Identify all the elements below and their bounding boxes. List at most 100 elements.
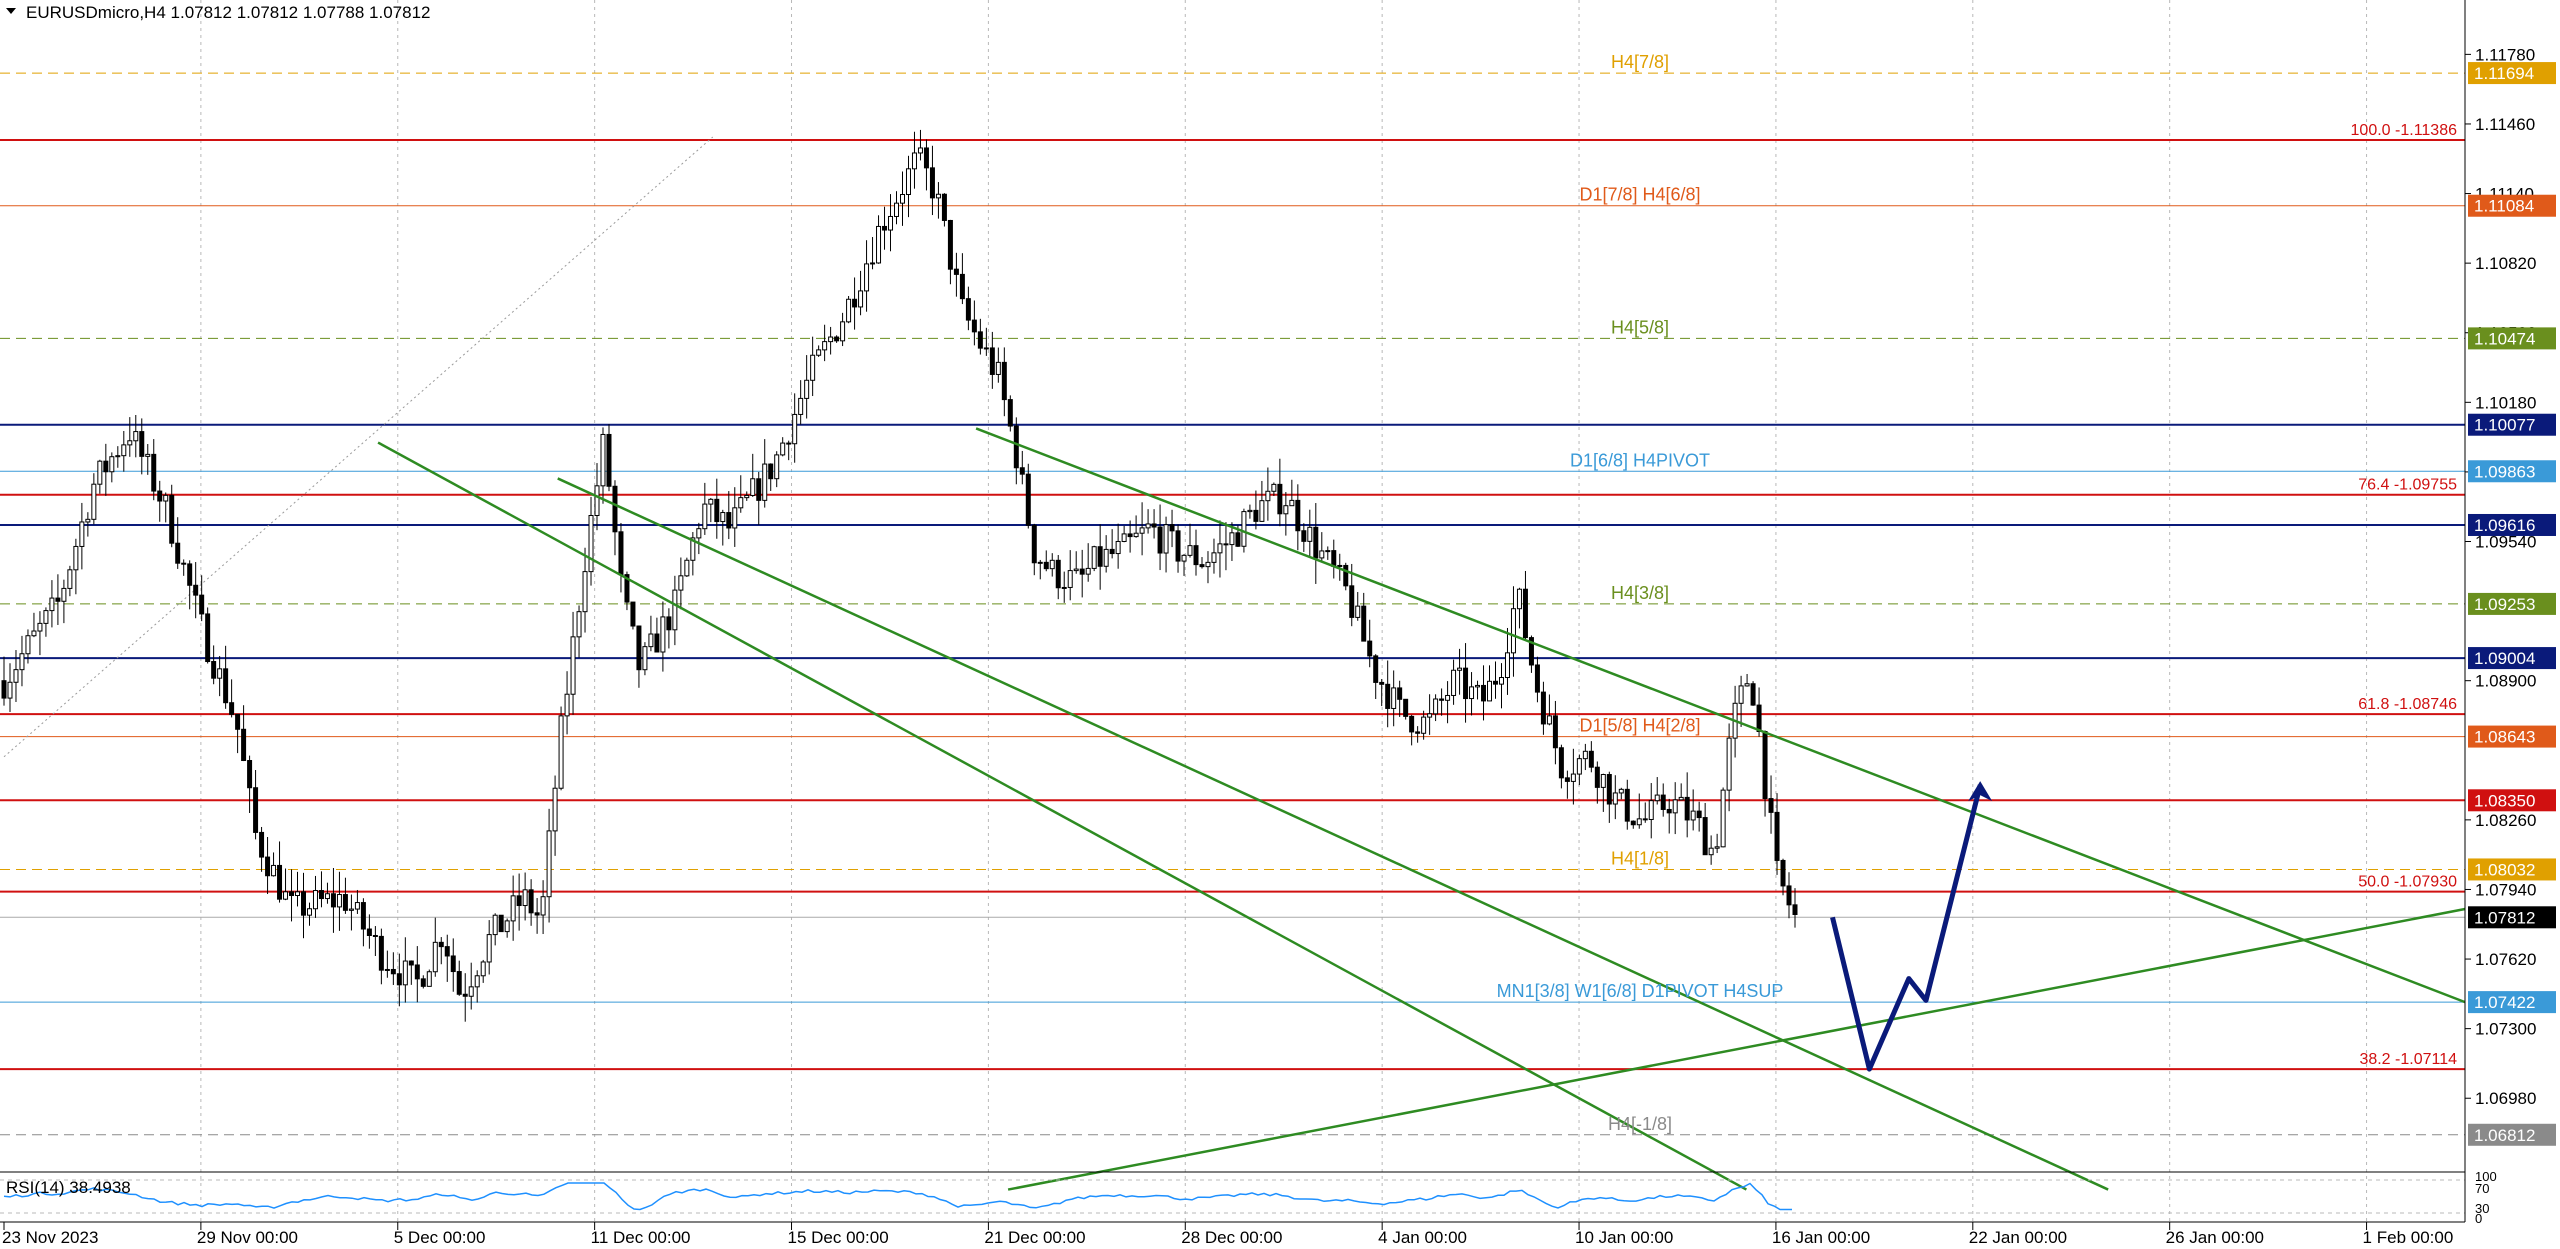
candle-body	[139, 431, 145, 457]
candle-body	[1277, 483, 1283, 515]
candle-body	[929, 167, 935, 199]
candle-body	[582, 571, 588, 613]
candle-body	[654, 633, 660, 653]
candle-body	[163, 494, 169, 502]
candle-body	[810, 354, 816, 381]
y-tick-label: 1.07620	[2475, 950, 2536, 969]
candle-body	[1001, 361, 1007, 401]
candle-body	[1217, 543, 1223, 554]
price-badge	[2468, 725, 2556, 748]
x-tick-label: 1 Feb 00:00	[2363, 1228, 2454, 1247]
candle-body	[133, 431, 139, 442]
y-tick-label: 1.07940	[2475, 880, 2536, 899]
candle-body	[546, 830, 552, 898]
price-badge	[2468, 460, 2556, 483]
time-axis: 23 Nov 2023 29 Nov 00:00 5 Dec 00:00 11 Dec…	[2, 1222, 2453, 1247]
fib-label: 100.0 -1.11386	[2351, 122, 2458, 139]
candle-body	[283, 891, 289, 900]
candle-body	[1654, 794, 1660, 802]
candle-body	[121, 444, 127, 457]
projection-line	[1830, 784, 1983, 1072]
candle-body	[390, 968, 396, 975]
candle-body	[899, 194, 905, 204]
candle-body	[917, 147, 923, 154]
candle-body	[1109, 548, 1115, 555]
candle-body	[1391, 687, 1397, 709]
candle-body	[1451, 669, 1457, 696]
candle-body	[43, 610, 49, 624]
candle-body	[229, 702, 235, 715]
candle-body	[408, 960, 414, 966]
candle-body	[1678, 796, 1684, 801]
candle-body	[1283, 505, 1289, 515]
rsi-tick-label: 0	[2475, 1211, 2482, 1226]
candle-body	[1121, 533, 1127, 542]
candle-body	[905, 168, 911, 196]
candle-body	[300, 891, 306, 916]
candle-body	[378, 935, 384, 971]
candle-body	[744, 494, 750, 499]
candle-body	[1055, 559, 1061, 589]
candle-body	[462, 993, 468, 997]
candle-body	[738, 497, 744, 509]
x-tick-label: 22 Jan 00:00	[1969, 1228, 2067, 1247]
candle-body	[648, 633, 654, 648]
candle-body	[366, 928, 372, 936]
fib-guide	[3, 136, 714, 758]
candle-body	[858, 290, 864, 308]
candle-body	[480, 961, 486, 977]
candle-body	[1247, 509, 1253, 513]
collapse-triangle-icon[interactable]	[6, 8, 16, 14]
candle-body	[977, 331, 983, 349]
candle-body	[1235, 532, 1241, 547]
candle-body	[1457, 667, 1463, 671]
candle-body	[420, 978, 426, 987]
candle-body	[953, 268, 959, 275]
candle-body	[1067, 570, 1073, 588]
price-badge	[2468, 789, 2556, 812]
y-tick-label: 1.10180	[2475, 393, 2536, 412]
candle-body	[1151, 523, 1157, 528]
candle-body	[13, 669, 19, 683]
candle-body	[151, 453, 157, 492]
candle-body	[199, 594, 205, 615]
candle-body	[1367, 640, 1373, 657]
candle-body	[995, 361, 1001, 375]
candle-body	[786, 442, 792, 445]
candle-body	[792, 413, 798, 445]
candle-body	[708, 498, 714, 505]
candle-body	[354, 902, 360, 910]
candle-body	[1145, 523, 1151, 529]
candle-body	[456, 971, 462, 995]
candle-body	[1253, 509, 1259, 522]
candle-body	[67, 569, 73, 589]
candle-body	[342, 894, 348, 911]
candle-body	[600, 433, 606, 487]
candle-body	[7, 681, 13, 699]
candle-body	[690, 537, 696, 561]
candle-body	[324, 893, 330, 900]
candle-body	[798, 397, 804, 415]
candle-body	[666, 616, 672, 631]
fib-label: 76.4 -1.09755	[2358, 477, 2457, 494]
candle-body	[271, 864, 277, 877]
candle-body	[1037, 561, 1043, 564]
projection-path	[1830, 781, 1993, 1072]
candle-body	[1289, 499, 1295, 507]
candle-body	[768, 463, 774, 480]
candle-body	[1019, 467, 1025, 475]
candle-body	[935, 193, 941, 199]
candle-body	[289, 891, 295, 897]
candle-body	[1606, 774, 1612, 805]
current-price-badge	[2468, 906, 2556, 929]
candle-body	[852, 298, 858, 308]
price-badge	[2468, 858, 2556, 881]
candle-body	[564, 693, 570, 717]
x-tick-label: 29 Nov 00:00	[197, 1228, 298, 1247]
candle-body	[241, 728, 247, 762]
candle-body	[61, 587, 67, 602]
price-badge-label: 1.08032	[2474, 860, 2535, 879]
candle-body	[1433, 698, 1439, 715]
candle-body	[1481, 684, 1487, 702]
